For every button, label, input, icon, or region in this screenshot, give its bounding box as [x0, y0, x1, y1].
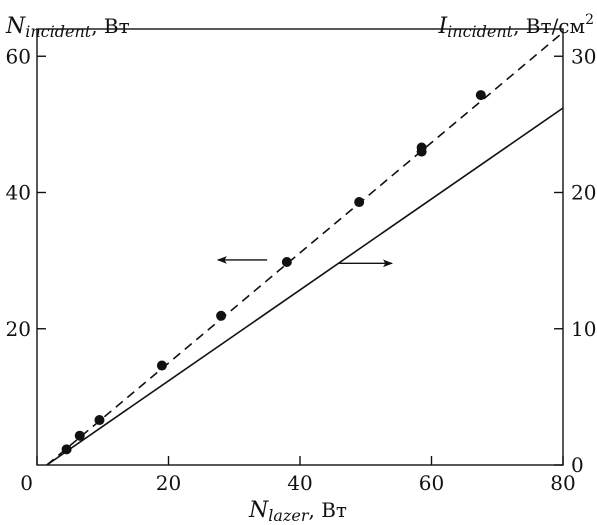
y-right-tick-label: 20 — [571, 181, 596, 205]
data-point — [216, 310, 227, 321]
data-point — [281, 256, 292, 267]
x-title-unit: , Вт — [308, 498, 346, 522]
x-tick-label: 40 — [287, 471, 312, 495]
y-left-tick-label: 60 — [6, 44, 31, 68]
fit-line-solid — [46, 107, 564, 466]
y-right-tick-label: 10 — [571, 317, 596, 341]
y-left-axis-title: Nincident, Вт — [5, 14, 130, 41]
x-title-sub: lazer — [268, 506, 310, 525]
x-tick-label: 20 — [156, 471, 181, 495]
y-right-title-sup: 2 — [585, 12, 594, 28]
tick-marks — [36, 55, 564, 466]
data-point — [61, 444, 72, 455]
data-point — [354, 197, 365, 208]
y-left-title-main: N — [5, 14, 26, 39]
data-points — [61, 90, 486, 455]
y-right-title-main: I — [437, 14, 448, 39]
x-tick-label: 60 — [419, 471, 444, 495]
data-point — [475, 90, 486, 101]
x-tick-label: 0 — [20, 471, 33, 495]
y-left-tick-label: 40 — [6, 181, 31, 205]
y-right-tick-label: 30 — [571, 44, 596, 68]
x-title-main: N — [248, 498, 269, 523]
y-right-title-sub: incident — [447, 22, 514, 41]
tick-labels: 0 20 40 60 80 20 40 60 0 10 20 30 — [6, 44, 597, 495]
x-tick-label: 80 — [550, 471, 575, 495]
x-axis-title: Nlazer, Вт — [248, 498, 347, 525]
y-right-tick-label: 0 — [571, 453, 584, 477]
y-right-axis-title: Iincident, Вт/см2 — [437, 12, 594, 41]
y-left-title-unit: , Вт — [91, 14, 129, 38]
data-point — [74, 430, 85, 441]
data-point — [94, 415, 105, 426]
series-lines — [46, 31, 564, 466]
y-right-title-unit: , Вт/см — [513, 14, 585, 38]
y-left-tick-label: 20 — [6, 317, 31, 341]
fit-line-dashed — [46, 31, 564, 466]
y-left-title-sub: incident — [25, 22, 92, 41]
annotation-arrows — [216, 256, 394, 268]
data-point — [156, 360, 167, 371]
data-point — [416, 142, 427, 153]
